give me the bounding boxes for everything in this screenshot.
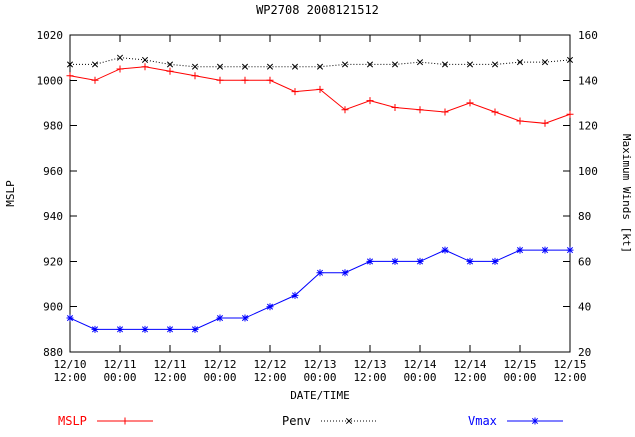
series-markers xyxy=(66,63,574,127)
legend-label-vmax: Vmax xyxy=(468,414,497,428)
x-tick-label-time: 00:00 xyxy=(503,371,536,384)
legend-item-mslp: MSLP xyxy=(58,414,154,428)
y2-axis-title: Maximum Winds [kt] xyxy=(620,134,633,253)
x-tick-label-time: 00:00 xyxy=(203,371,236,384)
series-penv xyxy=(66,54,574,70)
x-tick-label-date: 12/13 xyxy=(303,358,336,371)
y-tick-label: 1020 xyxy=(37,29,64,42)
series-markers xyxy=(66,54,574,70)
plot-border xyxy=(69,34,571,353)
y2-tick-label: 80 xyxy=(578,210,591,223)
x-tick-label-date: 12/14 xyxy=(403,358,436,371)
x-tick-label-time: 12:00 xyxy=(353,371,386,384)
x-tick-label-time: 12:00 xyxy=(153,371,186,384)
y-axis-right: 20 40 60 80 100 120 140 160 xyxy=(578,29,598,359)
y2-tick-label: 100 xyxy=(578,165,598,178)
y-tick-label: 920 xyxy=(43,255,63,268)
legend-line-sample-mslp xyxy=(96,417,153,425)
x-tick-label-time: 12:00 xyxy=(553,371,586,384)
x-tick-label-date: 12/15 xyxy=(553,358,586,371)
y2-tick-label: 20 xyxy=(578,346,591,359)
y-tick-label: 880 xyxy=(43,346,63,359)
x-axis-title: DATE/TIME xyxy=(290,389,350,402)
legend-line-sample-vmax xyxy=(506,417,563,425)
x-tick-label-time: 00:00 xyxy=(103,371,136,384)
y2-tick-label: 60 xyxy=(578,255,591,268)
x-tick-label-time: 12:00 xyxy=(453,371,486,384)
y-tick-label: 960 xyxy=(43,165,63,178)
x-axis: 12/1012:0012/1100:0012/1112:0012/1200:00… xyxy=(53,35,587,384)
x-tick-label-date: 12/15 xyxy=(503,358,536,371)
y2-tick-label: 140 xyxy=(578,74,598,87)
chart-title: WP2708 2008121512 xyxy=(256,3,379,17)
y-axis-left: 880 900 920 940 960 980 1000 1020 xyxy=(37,29,570,359)
x-tick-label-time: 12:00 xyxy=(53,371,86,384)
x-tick-label-date: 12/14 xyxy=(453,358,486,371)
x-tick-label-time: 00:00 xyxy=(403,371,436,384)
x-tick-label-date: 12/12 xyxy=(253,358,286,371)
x-tick-label-date: 12/11 xyxy=(103,358,136,371)
legend-line-sample-penv xyxy=(320,417,377,425)
y-tick-label: 980 xyxy=(43,120,63,133)
x-tick-label-date: 12/12 xyxy=(203,358,236,371)
x-tick-label-date: 12/10 xyxy=(53,358,86,371)
y2-tick-label: 120 xyxy=(578,120,598,133)
y-axis-title: MSLP xyxy=(4,180,17,207)
series-line xyxy=(70,57,571,68)
y-tick-label: 940 xyxy=(43,210,63,223)
x-tick-label-time: 00:00 xyxy=(303,371,336,384)
x-tick-label-date: 12/13 xyxy=(353,358,386,371)
y-tick-label: 1000 xyxy=(37,74,64,87)
series-mslp xyxy=(66,63,574,127)
x-tick-label-date: 12/11 xyxy=(153,358,186,371)
y2-tick-label: 40 xyxy=(578,301,591,314)
y2-tick-label: 160 xyxy=(578,29,598,42)
legend-label-mslp: MSLP xyxy=(58,414,87,428)
legend-item-vmax: Vmax xyxy=(468,414,564,428)
x-tick-label-time: 12:00 xyxy=(253,371,286,384)
legend-label-penv: Penv xyxy=(282,414,311,428)
series-vmax xyxy=(66,246,574,333)
y-tick-label: 900 xyxy=(43,301,63,314)
series-markers xyxy=(66,246,574,333)
legend-item-penv: Penv xyxy=(282,414,378,428)
